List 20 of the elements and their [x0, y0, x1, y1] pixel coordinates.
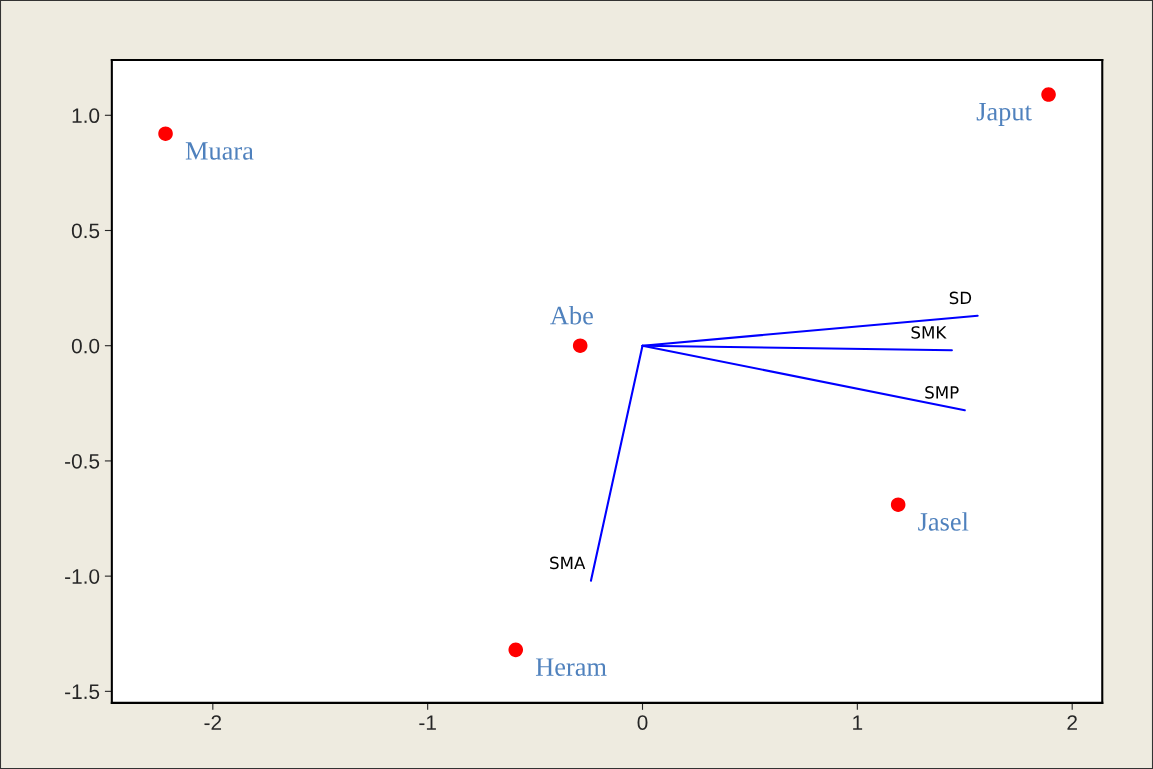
y-tick-label: 0.5 [71, 223, 100, 239]
y-tick-label: -1.5 [65, 684, 100, 700]
annotation: SD [949, 291, 972, 305]
x-tick-label: -1 [419, 715, 436, 730]
annotation: Abe [550, 305, 593, 325]
y-tick-label: -1.0 [65, 569, 100, 584]
y-tick-label: 0.0 [71, 338, 100, 354]
annotation: SMA [550, 556, 586, 570]
annotation: Japut [976, 103, 1032, 126]
x-tick-label: 0 [637, 715, 648, 730]
annotation: SMK [911, 326, 947, 339]
y-tick-label: -0.5 [65, 453, 100, 469]
annotation: Heram [535, 658, 607, 676]
annotation: Jasel [918, 512, 969, 531]
x-tick-label: 1 [853, 715, 863, 730]
x-tick-label: -2 [204, 715, 222, 730]
annotation: SMP [925, 386, 959, 399]
y-tick-label: 1.0 [72, 108, 100, 124]
x-tick-label: 2 [1067, 715, 1077, 730]
annotation: Muara [185, 142, 254, 160]
